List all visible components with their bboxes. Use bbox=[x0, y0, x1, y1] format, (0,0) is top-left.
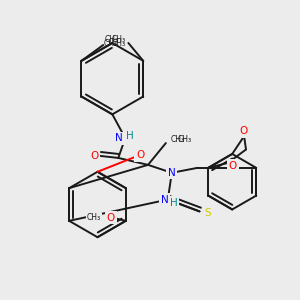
Text: O: O bbox=[90, 151, 99, 161]
Text: N: N bbox=[161, 194, 169, 205]
Text: N: N bbox=[116, 133, 123, 143]
Text: O: O bbox=[239, 126, 247, 136]
Text: CH₃: CH₃ bbox=[87, 213, 101, 222]
Text: CH₃: CH₃ bbox=[104, 34, 118, 43]
Text: H: H bbox=[170, 197, 178, 208]
Text: O: O bbox=[90, 151, 99, 161]
Text: N: N bbox=[161, 194, 169, 205]
Text: O: O bbox=[229, 161, 237, 171]
Text: S: S bbox=[204, 208, 211, 218]
Text: N: N bbox=[168, 168, 176, 178]
Text: H: H bbox=[170, 197, 178, 208]
Text: S: S bbox=[204, 208, 211, 218]
Text: O: O bbox=[229, 161, 237, 171]
Text: CH₃: CH₃ bbox=[111, 38, 125, 47]
Text: O: O bbox=[136, 150, 144, 160]
Text: CH₃: CH₃ bbox=[171, 135, 185, 144]
Text: CH₃: CH₃ bbox=[111, 34, 125, 43]
Text: N: N bbox=[116, 133, 123, 143]
Text: CH₃: CH₃ bbox=[178, 135, 192, 144]
Text: CH₃: CH₃ bbox=[87, 213, 101, 222]
Text: H: H bbox=[126, 131, 134, 141]
Text: N: N bbox=[168, 168, 176, 178]
Text: O: O bbox=[239, 126, 247, 136]
Text: O: O bbox=[107, 213, 115, 223]
Text: O: O bbox=[107, 213, 115, 223]
Text: H: H bbox=[126, 131, 134, 141]
Text: O: O bbox=[136, 150, 144, 160]
Text: CH₃: CH₃ bbox=[104, 38, 118, 47]
